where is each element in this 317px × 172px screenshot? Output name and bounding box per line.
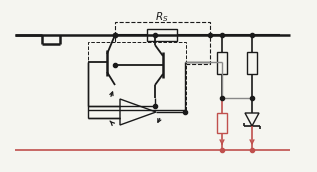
Bar [147,29,177,41]
Bar [217,52,227,74]
Bar [115,22,210,64]
Bar [247,52,257,74]
Text: $R_S$: $R_S$ [155,10,169,24]
Bar [217,113,227,133]
Bar [88,42,186,110]
